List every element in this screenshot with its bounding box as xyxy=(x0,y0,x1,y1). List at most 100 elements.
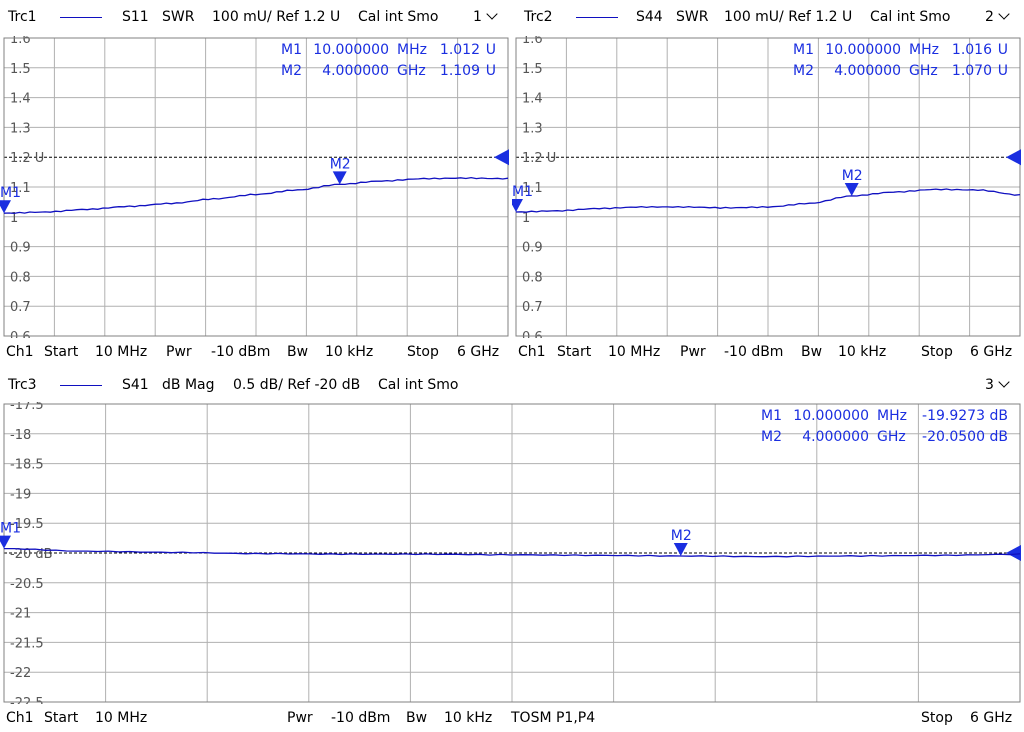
grid xyxy=(4,404,1020,702)
chart-svg-1[interactable]: 1.6 1.5 1.4 1.3 1.2 U 1.1 1 0.9 0.8 0.7 0.6 M1 M2 M1 1… xyxy=(0,36,512,338)
trace-name: Trc2 xyxy=(524,9,553,25)
stop-label: Stop xyxy=(921,710,953,726)
y-tick-label: 1.2 U xyxy=(10,151,44,166)
marker-triangle-icon xyxy=(0,200,11,214)
marker-triangle-icon xyxy=(332,171,347,185)
power-label: Pwr xyxy=(166,344,192,360)
reference-marker-icon xyxy=(1006,149,1021,166)
marker-info-value: 1.012 xyxy=(440,42,480,58)
y-tick-label: 1.3 xyxy=(10,121,31,136)
chart-svg-2[interactable]: 1.6 1.5 1.4 1.3 1.2 U 1.1 1 0.9 0.8 0.7 0.6 M1 M2 M1 1… xyxy=(512,36,1024,338)
power-value[interactable]: -10 dBm xyxy=(724,344,784,360)
trace-param: S44 xyxy=(636,9,663,25)
marker-info-freq: 10.000000 xyxy=(793,408,869,424)
chart-panel-1: Trc1 S11 SWR 100 mU/ Ref 1.2 U Cal int S… xyxy=(0,0,512,366)
start-value[interactable]: 10 MHz xyxy=(608,344,661,360)
trace-cal: Cal int Smo xyxy=(358,9,439,25)
stop-value[interactable]: 6 GHz xyxy=(457,344,500,360)
power-value[interactable]: -10 dBm xyxy=(211,344,271,360)
bandwidth-value[interactable]: 10 kHz xyxy=(444,710,493,726)
channel-label: Ch1 xyxy=(6,344,34,360)
y-tick-label: 0.8 xyxy=(10,270,31,285)
marker-info-value: -20.0500 xyxy=(922,429,985,445)
start-value[interactable]: 10 MHz xyxy=(95,710,148,726)
bandwidth-value[interactable]: 10 kHz xyxy=(838,344,887,360)
diagram-index[interactable]: 1 xyxy=(473,8,498,25)
y-tick-label: 1.2 U xyxy=(522,151,556,166)
y-tick-label: 1.4 xyxy=(10,92,31,107)
diagram-index[interactable]: 3 xyxy=(985,376,1010,393)
diagram-index[interactable]: 2 xyxy=(985,8,1010,25)
marker-info-value-unit: U xyxy=(486,63,496,79)
marker-label: M1 xyxy=(512,184,533,200)
marker-info-value: 1.070 xyxy=(952,63,992,79)
trace-scale: 0.5 dB/ Ref -20 dB xyxy=(233,377,361,393)
marker-info-freq: 10.000000 xyxy=(313,42,389,58)
y-tick-label: 0.9 xyxy=(522,241,543,256)
channel-label: Ch1 xyxy=(518,344,546,360)
marker-label: M2 xyxy=(330,156,351,172)
marker-info-freq-unit: GHz xyxy=(397,63,426,79)
marker-info-freq-unit: MHz xyxy=(877,408,907,424)
marker-info-name: M1 xyxy=(281,42,302,58)
trace-scale: 100 mU/ Ref 1.2 U xyxy=(724,9,853,25)
y-tick-label: 1.1 xyxy=(522,181,543,196)
power-label: Pwr xyxy=(287,710,313,726)
trace-cal: Cal int Smo xyxy=(378,377,459,393)
marker-label: M2 xyxy=(842,168,863,184)
y-tick-label: 0.7 xyxy=(10,300,31,315)
trace-cal: Cal int Smo xyxy=(870,9,951,25)
marker-triangle-icon xyxy=(512,199,523,213)
trace-name: Trc3 xyxy=(8,377,37,393)
bandwidth-label: Bw xyxy=(287,344,309,360)
y-tick-label: -18 xyxy=(10,428,31,443)
y-tick-label: 0.6 xyxy=(522,330,543,338)
marker-info-value: -19.9273 xyxy=(922,408,985,424)
marker-info-freq: 4.000000 xyxy=(834,63,901,79)
trace-header-1[interactable]: Trc1 S11 SWR 100 mU/ Ref 1.2 U Cal int S… xyxy=(0,0,512,30)
calibration-info: TOSM P1,P4 xyxy=(511,710,596,726)
reference-marker-icon xyxy=(1006,545,1021,561)
channel-footer-3: Ch1 Start 10 MHz Pwr -10 dBm Bw 10 kHz T… xyxy=(0,706,1024,728)
plot-frame xyxy=(3,37,509,337)
trace-header-2[interactable]: Trc2 S44 SWR 100 mU/ Ref 1.2 U Cal int S… xyxy=(512,0,1024,30)
marker-info-freq: 10.000000 xyxy=(825,42,901,58)
chart-svg-3[interactable]: -17.5 -18 -18.5 -19 -19.5 -20 dB -20.5 -21 -21.5… xyxy=(0,402,1024,704)
plot-frame xyxy=(515,37,1021,337)
marker-info-value: 1.109 xyxy=(440,63,480,79)
trace-line xyxy=(515,188,1021,213)
channel-footer-2: Ch1 Start 10 MHz Pwr -10 dBm Bw 10 kHz S… xyxy=(512,340,1024,362)
trace-scale: 100 mU/ Ref 1.2 U xyxy=(212,9,341,25)
y-tick-label: -21.5 xyxy=(10,636,44,651)
marker-info-freq-unit: GHz xyxy=(909,63,938,79)
marker-info-name: M2 xyxy=(761,429,782,445)
trace-line xyxy=(4,547,1021,558)
bandwidth-value[interactable]: 10 kHz xyxy=(325,344,374,360)
y-tick-label: 1.6 xyxy=(522,36,543,47)
trace-line-legend xyxy=(576,17,618,18)
marker-info-freq: 4.000000 xyxy=(802,429,869,445)
y-tick-label: 0.7 xyxy=(522,300,543,315)
trace-header-3[interactable]: Trc3 S41 dB Mag 0.5 dB/ Ref -20 dB Cal i… xyxy=(0,368,1024,398)
y-tick-label: -22 xyxy=(10,666,31,681)
trace-format: SWR xyxy=(162,9,195,25)
marker-info-value-unit: U xyxy=(998,42,1008,58)
trace-line-legend xyxy=(60,17,102,18)
y-tick-label: 1 xyxy=(10,211,18,226)
stop-value[interactable]: 6 GHz xyxy=(970,710,1013,726)
start-value[interactable]: 10 MHz xyxy=(95,344,148,360)
y-tick-label: -19.5 xyxy=(10,517,44,532)
chevron-down-icon xyxy=(486,8,498,20)
grid xyxy=(4,38,508,336)
power-value[interactable]: -10 dBm xyxy=(331,710,391,726)
marker-info-value-unit: dB xyxy=(990,429,1009,445)
stop-value[interactable]: 6 GHz xyxy=(970,344,1013,360)
y-tick-label: 1.1 xyxy=(10,181,31,196)
marker-info-freq-unit: MHz xyxy=(909,42,939,58)
y-tick-label: 1.5 xyxy=(10,62,31,77)
marker-info-value-unit: U xyxy=(486,42,496,58)
y-tick-label: 1 xyxy=(522,211,530,226)
diagram-number: 1 xyxy=(473,9,482,25)
marker-info-name: M2 xyxy=(281,63,302,79)
reference-marker-icon xyxy=(494,149,509,166)
